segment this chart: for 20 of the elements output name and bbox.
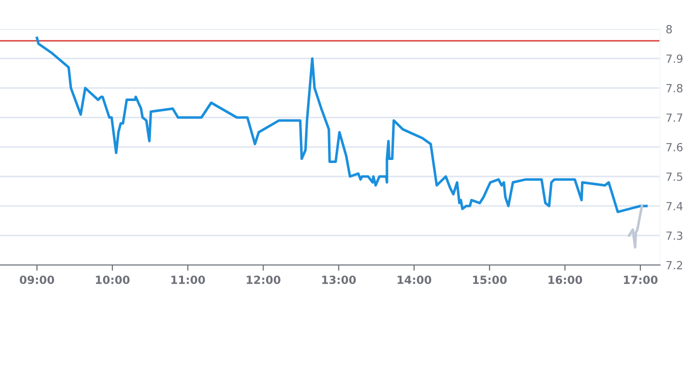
x-tick-label: 09:00 <box>20 276 54 284</box>
y-tick-label: 7.6 <box>666 142 683 152</box>
x-tick-label: 16:00 <box>548 276 582 284</box>
x-tick-label: 12:00 <box>246 276 280 284</box>
x-tick-label: 13:00 <box>322 276 356 284</box>
y-tick-label: 7.3 <box>666 231 682 240</box>
line-series <box>628 204 644 249</box>
y-tick-label: 7.4 <box>666 202 683 210</box>
x-tick-label: 10:00 <box>96 276 130 284</box>
x-tick-label: 11:00 <box>171 276 205 284</box>
line-series <box>36 36 648 214</box>
y-tick-label: 7.8 <box>666 84 682 92</box>
y-tick-label: 7.7 <box>666 114 682 122</box>
y-tick-label: 7.5 <box>666 172 682 181</box>
x-tick-label: 15:00 <box>473 276 507 284</box>
y-tick-label: 8 <box>666 24 672 34</box>
y-tick-label: 7.9 <box>666 54 682 63</box>
y-tick-label: 7.2 <box>666 260 682 270</box>
x-tick-label: 14:00 <box>398 276 432 284</box>
x-tick-label: 17:00 <box>624 276 658 284</box>
